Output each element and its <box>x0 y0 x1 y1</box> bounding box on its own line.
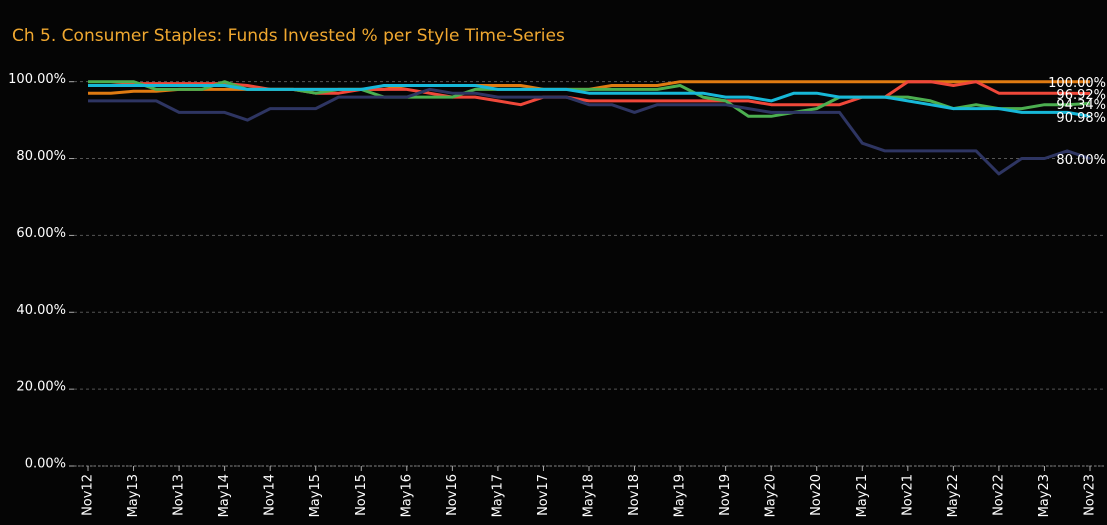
x-tick-label: Nov13 <box>172 474 187 516</box>
x-tick-label: May16 <box>399 474 414 517</box>
x-tick-label: May15 <box>308 474 323 517</box>
x-tick-label: Nov21 <box>900 474 915 516</box>
x-tick-label: Nov14 <box>263 474 278 516</box>
x-tick-label: May14 <box>217 474 232 517</box>
value-label: 96.92% <box>1056 88 1106 103</box>
series-line <box>88 84 1091 118</box>
value-label: 90.98% <box>1056 111 1106 126</box>
y-tick-label: 0.00% <box>25 457 66 472</box>
x-tick-label: May23 <box>1037 474 1052 517</box>
y-tick-label: 40.00% <box>16 303 66 318</box>
series-line <box>88 87 1091 176</box>
x-tick-label: Nov20 <box>809 474 824 516</box>
x-tick-label: May17 <box>490 474 505 517</box>
x-tick-label: May21 <box>855 474 870 517</box>
x-tick-label: Nov12 <box>81 474 96 516</box>
x-tick-label: Nov22 <box>991 474 1006 516</box>
value-label: 94.34% <box>1056 98 1106 113</box>
y-tick-label: 80.00% <box>16 149 66 164</box>
x-tick-label: May19 <box>673 474 688 517</box>
x-tick-label: Nov16 <box>445 474 460 516</box>
value-label: 80.00% <box>1056 153 1106 168</box>
x-tick-label: May13 <box>126 474 141 517</box>
chart-title: Ch 5. Consumer Staples: Funds Invested %… <box>12 26 565 46</box>
value-label: 100.00% <box>1048 76 1106 91</box>
x-tick-label: Nov18 <box>627 474 642 516</box>
x-tick-label: May18 <box>582 474 597 517</box>
x-tick-label: May20 <box>764 474 779 517</box>
y-tick-label: 60.00% <box>16 226 66 241</box>
x-tick-label: Nov19 <box>718 474 733 516</box>
x-tick-label: Nov15 <box>354 474 369 516</box>
x-tick-label: Nov23 <box>1083 474 1098 516</box>
x-tick-label: Nov17 <box>536 474 551 516</box>
y-tick-label: 100.00% <box>8 72 66 87</box>
y-tick-label: 20.00% <box>16 380 66 395</box>
series-line <box>88 80 1091 107</box>
x-tick-label: May22 <box>946 474 961 517</box>
